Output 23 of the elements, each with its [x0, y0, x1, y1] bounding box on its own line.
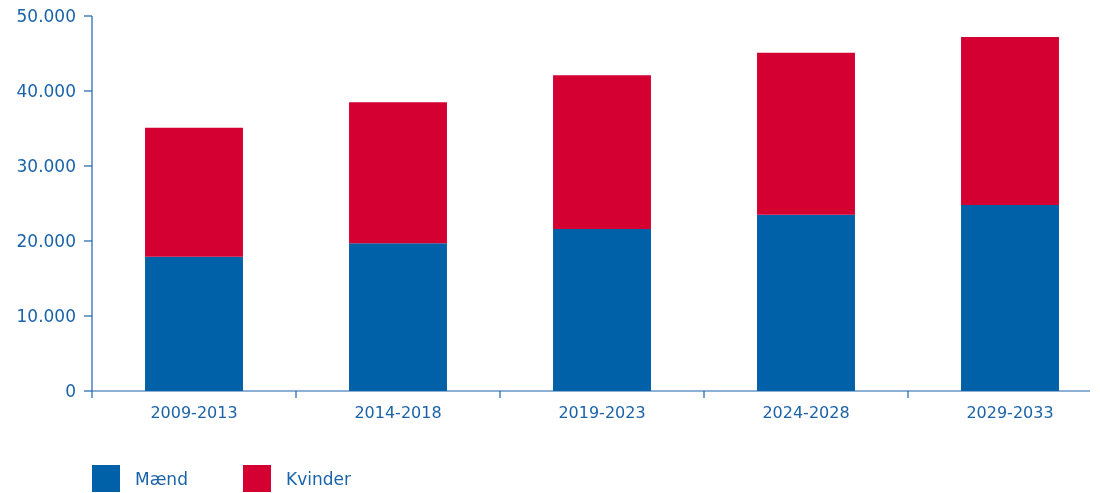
bar — [961, 205, 1059, 391]
x-tick-label: 2024-2028 — [762, 403, 850, 422]
bar — [553, 229, 651, 391]
bar — [757, 214, 855, 391]
y-tick-label: 0 — [65, 380, 76, 401]
x-tick-label: 2019-2023 — [558, 403, 646, 422]
y-tick-label: 40.000 — [16, 80, 76, 101]
bar — [757, 52, 855, 215]
bar — [145, 256, 243, 391]
legend-label: Kvinder — [286, 469, 351, 489]
x-tick-label: 2029-2033 — [966, 403, 1054, 422]
y-tick-label: 10.000 — [16, 305, 76, 326]
y-tick-label: 30.000 — [16, 155, 76, 176]
bar — [145, 127, 243, 257]
bar — [349, 243, 447, 391]
bar — [961, 37, 1059, 205]
y-tick-label: 50.000 — [16, 5, 76, 26]
x-tick-label: 2009-2013 — [150, 403, 238, 422]
y-tick-label: 20.000 — [16, 230, 76, 251]
bar — [553, 75, 651, 229]
x-tick-label: 2014-2018 — [354, 403, 442, 422]
bar — [349, 102, 447, 244]
legend-label: Mænd — [135, 469, 188, 489]
